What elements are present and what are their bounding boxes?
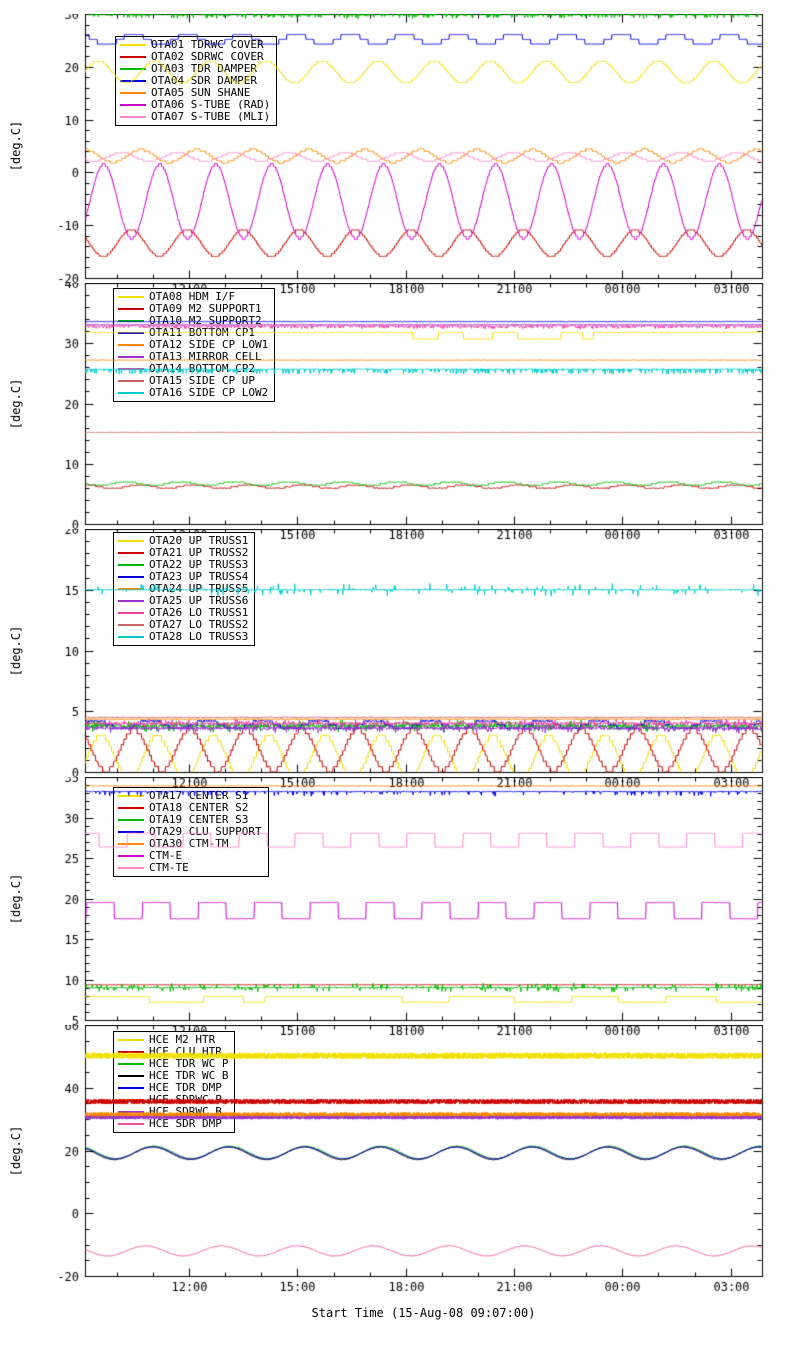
legend-line-swatch xyxy=(118,1039,144,1041)
legend-line-swatch xyxy=(118,795,144,797)
legend-line-swatch xyxy=(118,1051,144,1053)
legend-line-swatch xyxy=(118,588,144,590)
legend-item: OTA30 CTM-TM xyxy=(118,838,262,850)
legend-panel-3: OTA20 UP TRUSS1 OTA21 UP TRUSS2 OTA22 UP T… xyxy=(113,532,256,646)
legend-panel-2: OTA08 HDM I/F OTA09 M2 SUPPORT1 OTA10 M2 S… xyxy=(113,288,276,402)
y-axis-title: [deg.C] xyxy=(9,625,23,677)
legend-panel-1: OTA01 TDRWC COVER OTA02 SDRWC COVER OTA03 … xyxy=(115,36,278,126)
y-axis-title: [deg.C] xyxy=(9,873,23,925)
chart-panel-5: [deg.C] HCE M2 HTR HCE CLU HTR HCE TDR WC P… xyxy=(0,1025,800,1338)
legend-line-swatch xyxy=(118,855,144,857)
legend-item-label: OTA07 S-TUBE (MLI) xyxy=(151,110,271,123)
legend-item: HCE SDR DMP xyxy=(118,1118,228,1130)
legend-line-swatch xyxy=(118,1087,144,1089)
legend-item-label: OTA16 SIDE CP LOW2 xyxy=(149,386,269,399)
legend-line-swatch xyxy=(118,1123,144,1125)
legend-item: OTA16 SIDE CP LOW2 xyxy=(118,387,268,399)
legend-line-swatch xyxy=(118,332,144,334)
legend-line-swatch xyxy=(118,819,144,821)
legend-line-swatch xyxy=(118,1075,144,1077)
y-axis-title: [deg.C] xyxy=(9,120,23,172)
legend-line-swatch xyxy=(118,1111,144,1113)
legend-line-swatch xyxy=(120,116,146,118)
legend-line-swatch xyxy=(118,392,144,394)
legend-line-swatch xyxy=(118,1063,144,1065)
x-axis-title: Start Time (15-Aug-08 09:07:00) xyxy=(311,1306,536,1320)
legend-line-swatch xyxy=(120,44,146,46)
legend-line-swatch xyxy=(118,540,144,542)
legend-line-swatch xyxy=(120,92,146,94)
legend-item-label: CTM-TE xyxy=(149,861,189,874)
chart-panel-1: [deg.C] OTA01 TDRWC COVER OTA02 SDRWC COVE… xyxy=(0,14,800,300)
legend-line-swatch xyxy=(118,552,144,554)
legend-line-swatch xyxy=(118,380,144,382)
legend-panel-5: HCE M2 HTR HCE CLU HTR HCE TDR WC P HCE TDR… xyxy=(113,1031,236,1133)
legend-line-swatch xyxy=(118,831,144,833)
chart-panel-4: [deg.C] OTA17 CENTER S1 OTA18 CENTER S2 OTA… xyxy=(0,777,800,1042)
legend-line-swatch xyxy=(118,576,144,578)
legend-item: OTA28 LO TRUSS3 xyxy=(118,631,248,643)
legend-line-swatch xyxy=(118,368,144,370)
legend-line-swatch xyxy=(118,296,144,298)
legend-line-swatch xyxy=(120,80,146,82)
legend-line-swatch xyxy=(118,612,144,614)
y-axis-title: [deg.C] xyxy=(9,378,23,430)
legend-item: CTM-E xyxy=(118,850,262,862)
legend-line-swatch xyxy=(118,564,144,566)
legend-line-swatch xyxy=(118,344,144,346)
chart-panel-2: [deg.C] OTA08 HDM I/F OTA09 M2 SUPPORT1 OTA… xyxy=(0,283,800,546)
legend-line-swatch xyxy=(118,320,144,322)
legend-item-label: OTA28 LO TRUSS3 xyxy=(149,630,249,643)
legend-line-swatch xyxy=(118,308,144,310)
legend-line-swatch xyxy=(118,843,144,845)
legend-item: OTA07 S-TUBE (MLI) xyxy=(120,111,270,123)
chart-panel-3: [deg.C] OTA20 UP TRUSS1 OTA21 UP TRUSS2 OTA… xyxy=(0,529,800,794)
legend-panel-4: OTA17 CENTER S1 OTA18 CENTER S2 OTA19 CENT… xyxy=(113,787,269,877)
legend-line-swatch xyxy=(120,56,146,58)
legend-line-swatch xyxy=(118,807,144,809)
legend-line-swatch xyxy=(118,356,144,358)
legend-line-swatch xyxy=(118,1099,144,1101)
legend-item-label: HCE SDR DMP xyxy=(149,1117,222,1130)
legend-line-swatch xyxy=(118,600,144,602)
legend-line-swatch xyxy=(120,68,146,70)
legend-line-swatch xyxy=(120,104,146,106)
legend-line-swatch xyxy=(118,636,144,638)
legend-line-swatch xyxy=(118,624,144,626)
legend-item: CTM-TE xyxy=(118,862,262,874)
legend-line-swatch xyxy=(118,867,144,869)
y-axis-title: [deg.C] xyxy=(9,1125,23,1177)
